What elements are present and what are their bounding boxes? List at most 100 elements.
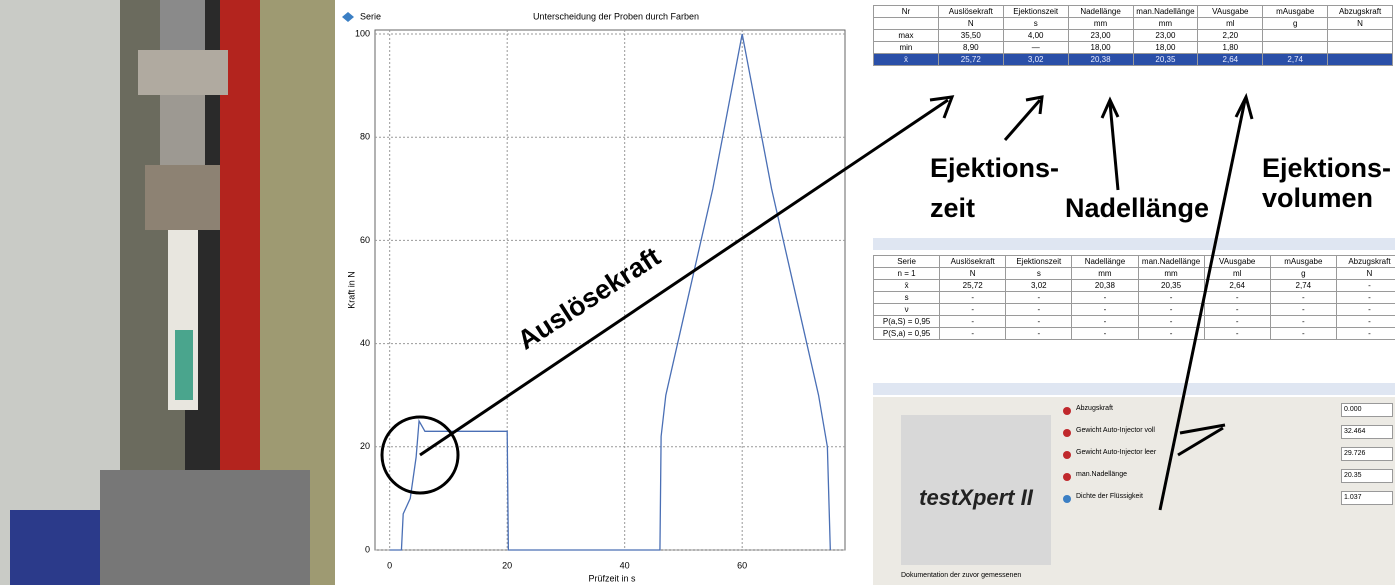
stats-table: SerieAuslösekraftEjektionszeitNadellänge… xyxy=(873,255,1395,340)
cell: - xyxy=(1336,316,1395,328)
cell: x̄ xyxy=(874,54,939,66)
legend-label: Serie xyxy=(360,11,381,21)
header-cell: VAusgabe xyxy=(1198,6,1263,18)
cell: - xyxy=(1072,304,1138,316)
cell: 23,00 xyxy=(1133,30,1198,42)
item-icon xyxy=(1063,473,1071,481)
x-tick-label: 20 xyxy=(502,560,512,570)
item-value: 1.037 xyxy=(1341,491,1393,505)
data-row: s------- xyxy=(874,292,1395,304)
cell: - xyxy=(1270,316,1336,328)
logo-suffix: II xyxy=(1021,485,1033,510)
header-cell: Nr xyxy=(874,6,939,18)
cell: 18,00 xyxy=(1133,42,1198,54)
item-icon xyxy=(1063,407,1071,415)
item-value: 0.000 xyxy=(1341,403,1393,417)
item-value: 32.464 xyxy=(1341,425,1393,439)
units-cell: ml xyxy=(1198,18,1263,30)
cell: - xyxy=(1072,316,1138,328)
annotation: Ejektions- xyxy=(930,153,1059,183)
cell: — xyxy=(1003,42,1068,54)
data-row: x̄25,723,0220,3820,352,642,74- xyxy=(874,280,1395,292)
cell: - xyxy=(1336,304,1395,316)
units-cell: n = 1 xyxy=(874,268,940,280)
cell xyxy=(1328,54,1393,66)
cell xyxy=(1263,42,1328,54)
toolbar xyxy=(873,238,1395,250)
cell: P(S,a) = 0,95 xyxy=(874,328,940,340)
data-row: P(a,S) = 0,95------- xyxy=(874,316,1395,328)
units-cell: ml xyxy=(1204,268,1270,280)
item-label: man.Nadellänge xyxy=(1076,471,1127,478)
cell: ν xyxy=(874,304,940,316)
header-cell: Nadellänge xyxy=(1068,6,1133,18)
cell: - xyxy=(1336,292,1395,304)
cell: 20,35 xyxy=(1133,54,1198,66)
units-cell xyxy=(874,18,939,30)
cell: x̄ xyxy=(874,280,940,292)
chart-background xyxy=(335,0,870,585)
caption: Dokumentation der zuvor gemessenen xyxy=(901,572,1021,579)
logo: testXpert II xyxy=(901,485,1051,511)
input-panel: testXpert II Dokumentation der zuvor gem… xyxy=(873,397,1395,585)
cell: - xyxy=(1204,328,1270,340)
cell: 3,02 xyxy=(1006,280,1072,292)
cell: 2,74 xyxy=(1263,54,1328,66)
units-cell: g xyxy=(1270,268,1336,280)
cell: 18,00 xyxy=(1068,42,1133,54)
item-value: 29.726 xyxy=(1341,447,1393,461)
cell: 35,50 xyxy=(938,30,1003,42)
figure: Unterscheidung der Proben durch Farben S… xyxy=(0,0,1395,585)
chart: Unterscheidung der Proben durch Farben S… xyxy=(0,0,870,585)
units-cell: N xyxy=(938,18,1003,30)
cell: - xyxy=(1336,280,1395,292)
x-axis-label: Prüfzeit in s xyxy=(588,573,636,583)
result-panel: NrAuslösekraftEjektionszeitNadellängeman… xyxy=(873,5,1395,66)
x-tick-label: 40 xyxy=(620,560,630,570)
cell: max xyxy=(874,30,939,42)
cell: - xyxy=(1138,292,1204,304)
stats-panel: SerieAuslösekraftEjektionszeitNadellänge… xyxy=(873,255,1395,340)
cell: - xyxy=(1336,328,1395,340)
cell: - xyxy=(1204,304,1270,316)
item-icon xyxy=(1063,495,1071,503)
item-icon xyxy=(1063,451,1071,459)
units-cell: s xyxy=(1003,18,1068,30)
cell: - xyxy=(1204,316,1270,328)
cell xyxy=(1263,30,1328,42)
toolbar xyxy=(873,383,1395,395)
cell: 2,64 xyxy=(1198,54,1263,66)
cell: - xyxy=(940,316,1006,328)
cell: - xyxy=(1270,292,1336,304)
cell: - xyxy=(1138,316,1204,328)
cell: 23,00 xyxy=(1068,30,1133,42)
units-cell: mm xyxy=(1138,268,1204,280)
item-label: Dichte der Flüssigkeit xyxy=(1076,493,1143,500)
header-row: NrAuslösekraftEjektionszeitNadellängeman… xyxy=(874,6,1393,18)
cell: 20,35 xyxy=(1138,280,1204,292)
header-cell: mAusgabe xyxy=(1263,6,1328,18)
cell: 8,90 xyxy=(938,42,1003,54)
cell: min xyxy=(874,42,939,54)
header-cell: man.Nadellänge xyxy=(1133,6,1198,18)
cell: - xyxy=(1072,292,1138,304)
cell: - xyxy=(1006,316,1072,328)
cell: 1,80 xyxy=(1198,42,1263,54)
annotation: Ejektions- xyxy=(1262,153,1391,183)
units-row: n = 1NsmmmmmlgN xyxy=(874,268,1395,280)
logo-text: testXpert xyxy=(919,485,1014,510)
item-icon xyxy=(1063,429,1071,437)
cell: - xyxy=(940,304,1006,316)
cell: 20,38 xyxy=(1072,280,1138,292)
cell: - xyxy=(940,328,1006,340)
cell xyxy=(1328,42,1393,54)
units-cell: N xyxy=(1328,18,1393,30)
x-tick-label: 0 xyxy=(387,560,392,570)
cell xyxy=(1328,30,1393,42)
cell: 25,72 xyxy=(938,54,1003,66)
header-cell: man.Nadellänge xyxy=(1138,256,1204,268)
